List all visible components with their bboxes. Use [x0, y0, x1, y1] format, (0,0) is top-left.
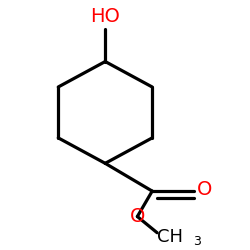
- Text: O: O: [130, 207, 145, 226]
- Text: CH: CH: [157, 228, 183, 246]
- Text: O: O: [197, 180, 212, 200]
- Text: HO: HO: [90, 7, 120, 26]
- Text: 3: 3: [193, 235, 201, 248]
